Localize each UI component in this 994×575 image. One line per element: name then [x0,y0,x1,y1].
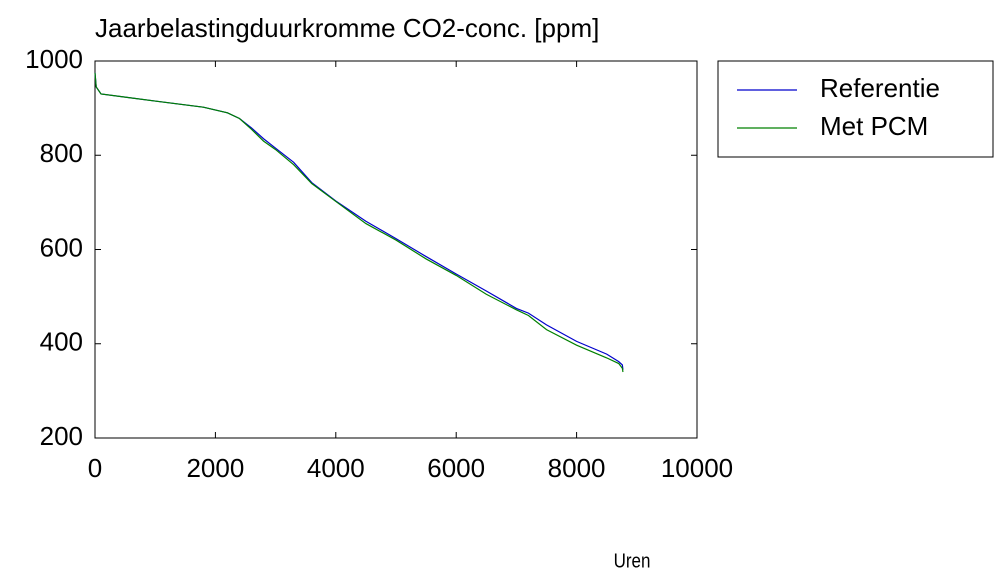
y-tick-label: 400 [40,327,83,357]
legend-box [717,60,994,158]
series-line [94,72,624,373]
x-tick-label: 0 [88,453,102,483]
legend-label: Referentie [820,73,940,103]
chart-title: Jaarbelastingduurkromme CO2-conc. [ppm] [95,13,599,43]
x-tick-label: 10000 [661,453,733,483]
y-tick-label: 600 [40,232,83,262]
y-tick-label: 800 [40,138,83,168]
x-tick-label: 2000 [186,453,244,483]
x-axis-label: Uren [614,549,651,572]
x-tick-label: 8000 [548,453,606,483]
x-tick-label: 6000 [427,453,485,483]
y-tick-label: 1000 [25,44,83,74]
x-tick-label: 4000 [307,453,365,483]
legend-label: Met PCM [820,111,928,141]
y-tick-label: 200 [40,421,83,451]
